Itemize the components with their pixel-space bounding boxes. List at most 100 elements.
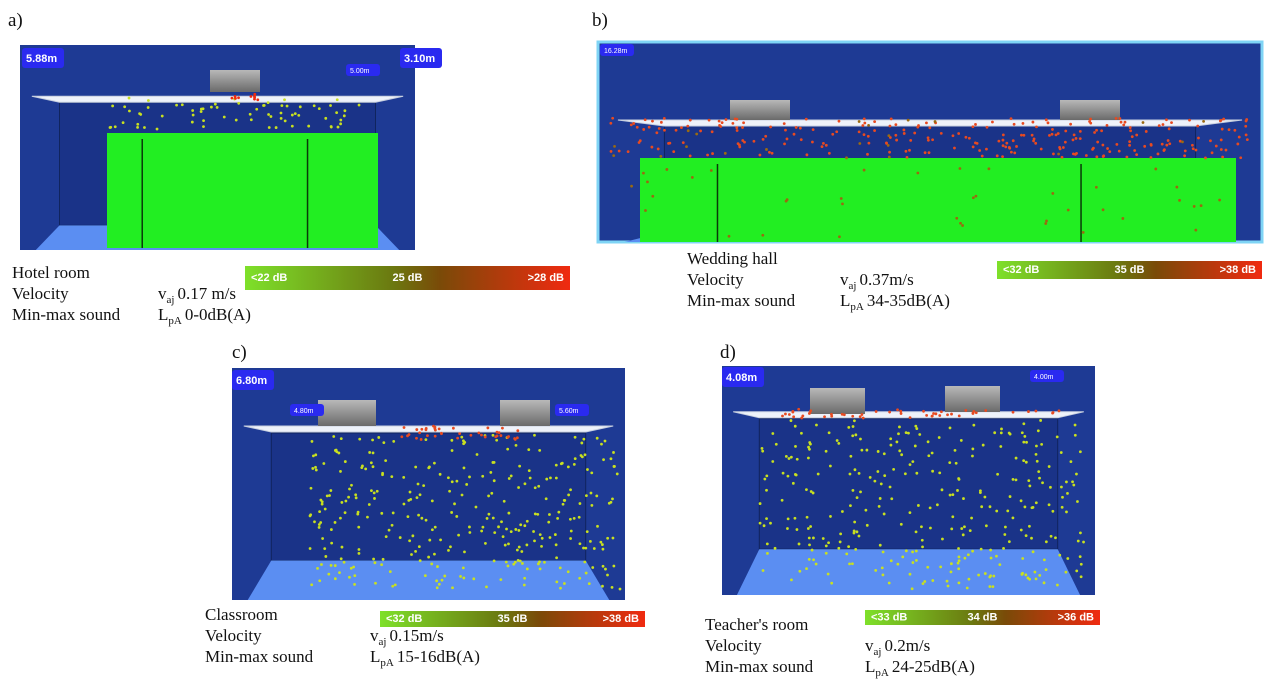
particle	[500, 520, 503, 523]
particle	[889, 125, 892, 128]
particle	[710, 169, 713, 172]
particle	[795, 474, 798, 477]
particle	[1168, 142, 1171, 145]
particle	[390, 475, 393, 478]
particle	[414, 466, 417, 469]
particle	[950, 413, 953, 416]
particle	[807, 457, 810, 460]
particle	[970, 517, 973, 520]
particle	[608, 502, 611, 505]
particle	[1184, 149, 1187, 152]
particle	[941, 538, 944, 541]
velocity-label: Velocity	[205, 626, 262, 645]
particle	[996, 473, 999, 476]
particle	[883, 513, 886, 516]
particle	[1239, 156, 1242, 159]
sound-label: Min-max sound	[205, 647, 314, 666]
particle	[822, 537, 825, 540]
particle	[579, 502, 582, 505]
particle	[334, 521, 337, 524]
particle	[790, 578, 793, 581]
particle	[452, 427, 455, 430]
particle	[964, 409, 967, 412]
particle	[999, 445, 1002, 448]
particle	[765, 489, 768, 492]
particle	[573, 517, 576, 520]
particle	[957, 547, 960, 550]
particle	[335, 449, 338, 452]
particle	[924, 151, 927, 154]
particle	[718, 124, 721, 127]
particle	[420, 428, 423, 431]
sound-label: Min-max sound	[687, 291, 796, 310]
particle	[931, 579, 934, 582]
particle	[311, 467, 314, 470]
ceiling-unit	[945, 386, 1000, 412]
particle	[286, 105, 289, 108]
particle	[761, 447, 764, 450]
sound-symbol: L	[865, 657, 875, 676]
particle	[1080, 563, 1083, 566]
particle	[559, 566, 562, 569]
particle	[610, 457, 613, 460]
particle	[1055, 133, 1058, 136]
particle	[1089, 118, 1092, 121]
particle	[881, 566, 884, 569]
particle	[538, 449, 541, 452]
particle	[533, 434, 536, 437]
dimension-label: 4.00m	[1034, 374, 1054, 381]
particle	[524, 482, 527, 485]
particle	[392, 512, 395, 515]
particle	[644, 209, 647, 212]
particle	[1034, 410, 1037, 413]
particle	[352, 566, 355, 569]
particle	[255, 108, 258, 111]
particle	[911, 587, 914, 590]
particle	[940, 132, 943, 135]
particle	[508, 477, 511, 480]
particle	[275, 126, 278, 129]
particle	[334, 577, 337, 580]
particle	[877, 450, 880, 453]
particle	[1121, 217, 1124, 220]
particle	[838, 120, 841, 123]
particle	[200, 108, 203, 111]
particle	[905, 431, 908, 434]
particle	[539, 568, 542, 571]
particle	[863, 169, 866, 172]
particle	[1022, 459, 1025, 462]
particle	[569, 518, 572, 521]
particle	[1162, 123, 1165, 126]
particle	[457, 534, 460, 537]
particle	[580, 442, 583, 445]
particle	[1115, 117, 1118, 120]
particle	[794, 425, 797, 428]
particle	[996, 154, 999, 157]
particle	[741, 139, 744, 142]
particle	[554, 533, 557, 536]
particle	[384, 459, 387, 462]
particle	[514, 561, 517, 564]
particle	[1038, 477, 1041, 480]
particle	[887, 134, 890, 137]
particle	[950, 562, 953, 565]
scale-label: >38 dB	[603, 613, 639, 625]
particle	[972, 412, 975, 415]
particle	[829, 465, 832, 468]
particle	[1193, 205, 1196, 208]
particle	[984, 409, 987, 412]
particle	[992, 575, 995, 578]
particle	[957, 562, 960, 565]
particle	[1045, 118, 1048, 121]
particle	[462, 442, 465, 445]
particle	[796, 528, 799, 531]
particle	[425, 519, 428, 522]
particle	[1246, 138, 1249, 141]
particle	[939, 565, 942, 568]
particle	[1037, 470, 1040, 473]
particle	[1031, 134, 1034, 137]
particle	[270, 115, 273, 118]
particle	[1020, 134, 1023, 137]
sound-symbol: L	[158, 305, 168, 324]
